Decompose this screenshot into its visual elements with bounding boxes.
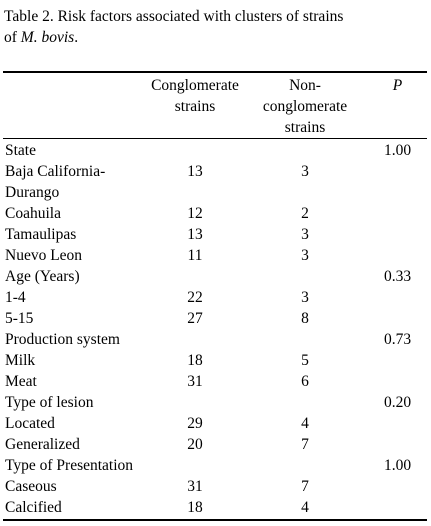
row-non-conglomerate-value: 4	[301, 499, 309, 516]
header-conglomerate-line-2: strains	[174, 98, 216, 115]
row-conglomerate-value: 18	[187, 352, 203, 369]
row-label: Calcified	[5, 499, 62, 516]
row-label: State	[5, 142, 36, 159]
row-conglomerate-value: 20	[187, 436, 203, 453]
table-row: Meat 31 6	[0, 371, 431, 392]
row-label: Milk	[5, 352, 36, 369]
header-non-conglomerate: Non- conglomerate strains	[245, 75, 365, 138]
table-row: 5-15 27 8	[0, 308, 431, 329]
row-conglomerate-value: 31	[187, 373, 203, 390]
table-row: Type of Presentation 1.00	[0, 455, 431, 476]
header-non-conglomerate-line-2: conglomerate	[262, 98, 348, 115]
row-label: 5-15	[5, 310, 34, 327]
table-row: Baja California- Durango 13 3	[0, 161, 431, 203]
row-conglomerate-value: 18	[187, 499, 203, 516]
row-conglomerate-value: 29	[187, 415, 203, 432]
row-p-value: 1.00	[383, 142, 412, 159]
row-label: Nuevo Leon	[5, 247, 83, 264]
row-label: Tamaulipas	[5, 226, 77, 243]
caption-suffix: .	[74, 29, 79, 46]
row-label: 1-4	[5, 289, 26, 306]
header-conglomerate-line-1: Conglomerate	[151, 77, 239, 94]
row-non-conglomerate-value: 3	[301, 247, 309, 264]
table-row: Calcified 18 4	[0, 497, 431, 518]
row-non-conglomerate-value: 2	[301, 205, 309, 222]
caption-prefix: of	[4, 29, 21, 46]
row-conglomerate-value: 27	[187, 310, 203, 327]
header-p: P	[370, 75, 425, 96]
row-p-value: 0.73	[383, 331, 412, 348]
header-conglomerate: Conglomerate strains	[130, 75, 260, 117]
table-row: Nuevo Leon 11 3	[0, 245, 431, 266]
row-p-value: 1.00	[383, 457, 412, 474]
table-row: Coahuila 12 2	[0, 203, 431, 224]
row-conglomerate-value: 13	[187, 226, 203, 243]
table-row: State 1.00	[0, 140, 431, 161]
row-conglomerate-value: 13	[187, 163, 203, 180]
table-row: Type of lesion 0.20	[0, 392, 431, 413]
row-non-conglomerate-value: 4	[301, 415, 309, 432]
row-label-continued: Durango	[5, 184, 60, 201]
table-row: 1-4 22 3	[0, 287, 431, 308]
row-non-conglomerate-value: 3	[301, 226, 309, 243]
row-conglomerate-value: 11	[187, 247, 203, 264]
row-label: Generalized	[5, 436, 80, 453]
table-row: Production system 0.73	[0, 329, 431, 350]
table-row: Milk 18 5	[0, 350, 431, 371]
row-conglomerate-value: 12	[187, 205, 203, 222]
table-row: Located 29 4	[0, 413, 431, 434]
row-conglomerate-value: 22	[187, 289, 203, 306]
row-non-conglomerate-value: 7	[301, 436, 309, 453]
header-rule	[3, 138, 427, 139]
table-row: Caseous 31 7	[0, 476, 431, 497]
row-label: Production system	[5, 331, 120, 348]
caption-species: M. bovis	[20, 29, 75, 46]
row-label: Age (Years)	[5, 268, 80, 285]
table-row: Tamaulipas 13 3	[0, 224, 431, 245]
row-non-conglomerate-value: 3	[301, 289, 309, 306]
table-row: Age (Years) 0.33	[0, 266, 431, 287]
row-conglomerate-value: 31	[187, 478, 203, 495]
header-non-conglomerate-line-1: Non-	[289, 77, 321, 94]
row-non-conglomerate-value: 5	[301, 352, 309, 369]
header-p-label: P	[392, 77, 403, 94]
table-row: Generalized 20 7	[0, 434, 431, 455]
row-label: Type of lesion	[5, 394, 94, 411]
row-non-conglomerate-value: 7	[301, 478, 309, 495]
row-label: Coahuila	[5, 205, 61, 222]
bottom-rule	[3, 519, 427, 521]
caption-line-1: Table 2. Risk factors associated with cl…	[4, 8, 344, 25]
row-non-conglomerate-value: 8	[301, 310, 309, 327]
table-caption: Table 2. Risk factors associated with cl…	[4, 6, 429, 48]
row-non-conglomerate-value: 6	[301, 373, 309, 390]
row-label: Type of Presentation	[5, 457, 134, 474]
row-non-conglomerate-value: 3	[301, 163, 309, 180]
top-rule	[3, 71, 427, 73]
caption-line-2: of M. bovis.	[4, 27, 429, 48]
row-p-value: 0.33	[383, 268, 412, 285]
header-non-conglomerate-line-3: strains	[284, 119, 326, 136]
row-p-value: 0.20	[383, 394, 412, 411]
row-label: Baja California-	[5, 163, 106, 180]
row-label: Located	[5, 415, 55, 432]
row-label: Meat	[5, 373, 37, 390]
row-label: Caseous	[5, 478, 57, 495]
